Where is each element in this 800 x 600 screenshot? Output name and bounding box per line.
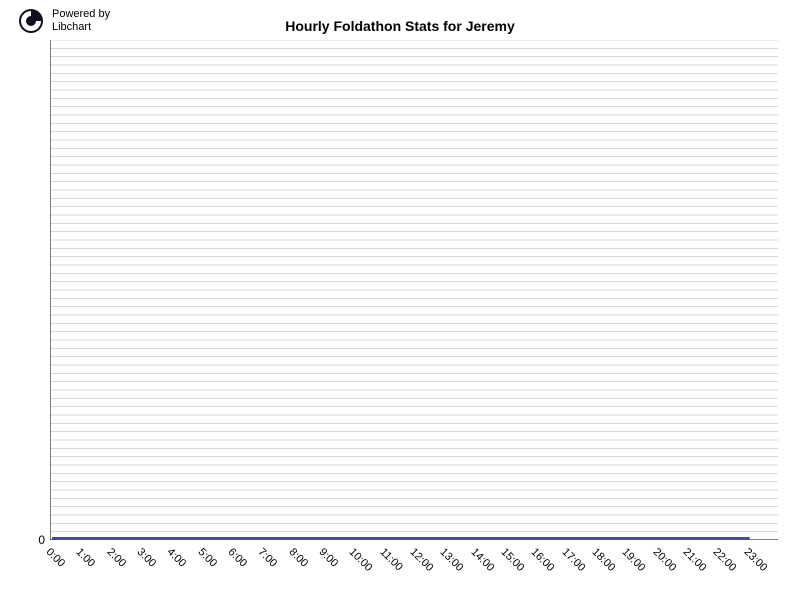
x-tick-label: 10:00 <box>347 546 375 574</box>
chart-container: Powered by Libchart Hourly Foldathon Sta… <box>0 0 800 600</box>
chart-title: Hourly Foldathon Stats for Jeremy <box>0 18 800 34</box>
plot-area <box>50 40 778 540</box>
data-series <box>50 40 778 540</box>
x-tick-label: 0:00 <box>44 546 68 570</box>
y-tick-label: 0 <box>15 533 45 547</box>
x-tick-label: 16:00 <box>529 546 557 574</box>
x-tick-label: 18:00 <box>590 546 618 574</box>
x-tick-label: 5:00 <box>195 546 219 570</box>
x-tick-label: 11:00 <box>377 546 404 573</box>
x-tick-label: 7:00 <box>256 546 280 570</box>
x-tick-label: 3:00 <box>135 546 159 570</box>
x-tick-label: 8:00 <box>286 546 310 570</box>
x-tick-label: 14:00 <box>468 546 496 574</box>
x-tick-label: 6:00 <box>226 546 250 570</box>
x-tick-label: 13:00 <box>438 546 466 574</box>
x-tick-label: 12:00 <box>408 546 436 574</box>
x-tick-label: 4:00 <box>165 546 189 570</box>
x-tick-label: 9:00 <box>317 546 341 570</box>
x-tick-label: 21:00 <box>681 546 709 574</box>
x-tick-label: 15:00 <box>499 546 527 574</box>
x-tick-label: 23:00 <box>741 546 769 574</box>
x-tick-label: 17:00 <box>559 546 587 574</box>
x-tick-label: 1:00 <box>74 546 98 570</box>
x-tick-label: 19:00 <box>620 546 648 574</box>
x-tick-label: 2:00 <box>104 546 128 570</box>
x-tick-label: 22:00 <box>711 546 739 574</box>
x-tick-label: 20:00 <box>650 546 678 574</box>
